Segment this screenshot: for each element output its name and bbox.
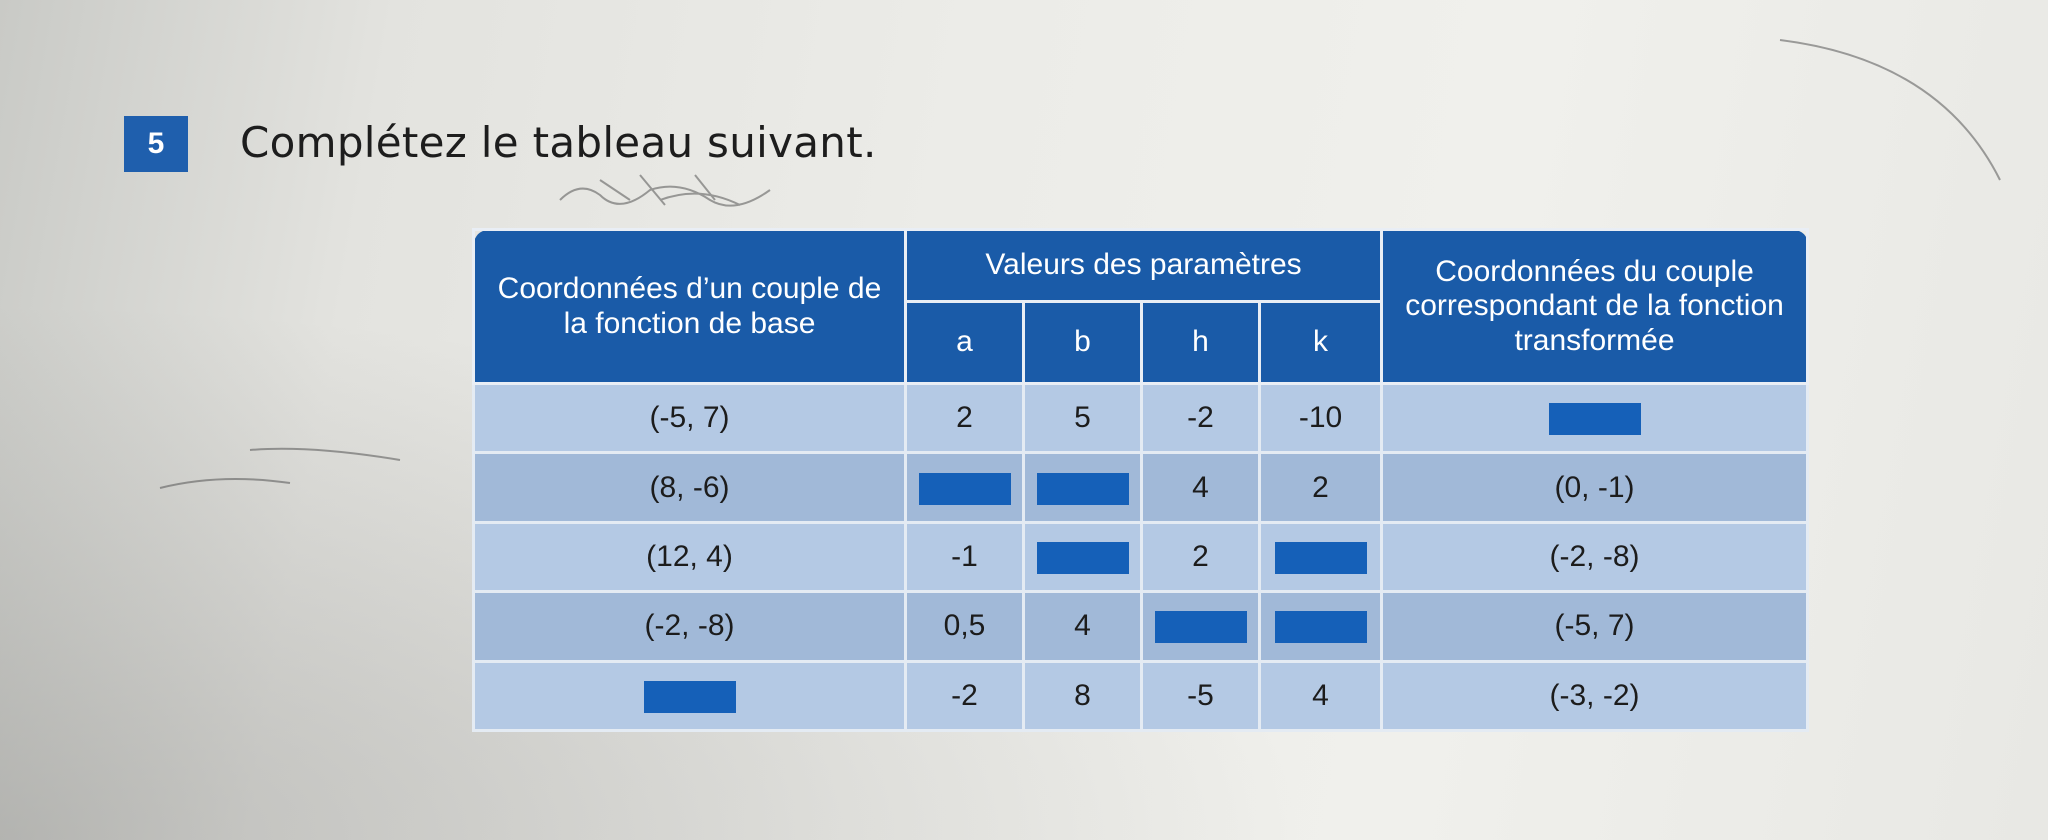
cell-k: -10 xyxy=(1257,381,1384,455)
parameter-table-container: Coordonnées d’un couple de la fonction d… xyxy=(472,228,1810,733)
cell-base: (8, -6) xyxy=(472,451,907,524)
cell-base: (-2, -8) xyxy=(472,590,907,663)
table-row: (-5, 7) 2 5 -2 -10 xyxy=(472,381,1810,455)
cell-h: -5 xyxy=(1140,659,1261,733)
cell-transformed[interactable] xyxy=(1380,381,1810,455)
cell-a: 0,5 xyxy=(904,590,1025,663)
cell-k: 2 xyxy=(1257,451,1384,524)
exercise-title: Complétez le tableau suivant. xyxy=(240,118,877,167)
cell-transformed: (-2, -8) xyxy=(1380,520,1810,594)
cell-base: (12, 4) xyxy=(472,520,907,594)
header-transformed-coordinates: Coordonnées du couple correspondant de l… xyxy=(1380,228,1810,385)
cell-k[interactable] xyxy=(1257,590,1384,663)
answer-blank[interactable] xyxy=(918,472,1011,505)
exercise-number-badge: 5 xyxy=(124,116,188,172)
table-row: -2 8 -5 4 (-3, -2) xyxy=(472,659,1810,733)
answer-blank[interactable] xyxy=(1154,611,1247,644)
cell-h: 4 xyxy=(1140,451,1261,524)
cell-h: 2 xyxy=(1140,520,1261,594)
answer-blank[interactable] xyxy=(1274,611,1367,644)
cell-a: -1 xyxy=(904,520,1025,594)
header-base-coordinates: Coordonnées d’un couple de la fonction d… xyxy=(472,228,907,385)
cell-k: 4 xyxy=(1257,659,1384,733)
cell-b: 8 xyxy=(1022,659,1143,733)
cell-a[interactable] xyxy=(904,451,1025,524)
header-parameters-group: Valeurs des paramètres xyxy=(903,228,1384,303)
header-param-a: a xyxy=(904,300,1025,385)
cell-k[interactable] xyxy=(1257,520,1384,594)
cell-b: 5 xyxy=(1022,381,1143,455)
cell-a: 2 xyxy=(904,381,1025,455)
cell-h: -2 xyxy=(1140,381,1261,455)
header-param-b: b xyxy=(1022,300,1143,385)
cell-b: 4 xyxy=(1022,590,1143,663)
header-param-h: h xyxy=(1140,300,1261,385)
table-row: (8, -6) 4 2 (0, -1) xyxy=(472,451,1810,524)
answer-blank[interactable] xyxy=(1036,472,1129,505)
cell-b[interactable] xyxy=(1022,451,1143,524)
table-row: (12, 4) -1 2 (-2, -8) xyxy=(472,520,1810,594)
cell-base[interactable] xyxy=(472,659,907,733)
answer-blank[interactable] xyxy=(643,680,736,713)
cell-a: -2 xyxy=(904,659,1025,733)
cell-h[interactable] xyxy=(1140,590,1261,663)
answer-blank[interactable] xyxy=(1274,542,1367,575)
answer-blank[interactable] xyxy=(1036,542,1129,575)
parameter-table: Coordonnées d’un couple de la fonction d… xyxy=(472,228,1810,733)
answer-blank[interactable] xyxy=(1548,403,1641,436)
cell-b[interactable] xyxy=(1022,520,1143,594)
cell-transformed: (-5, 7) xyxy=(1380,590,1810,663)
cell-transformed: (-3, -2) xyxy=(1380,659,1810,733)
cell-transformed: (0, -1) xyxy=(1380,451,1810,524)
cell-base: (-5, 7) xyxy=(472,381,907,455)
header-param-k: k xyxy=(1257,300,1384,385)
table-row: (-2, -8) 0,5 4 (-5, 7) xyxy=(472,590,1810,663)
